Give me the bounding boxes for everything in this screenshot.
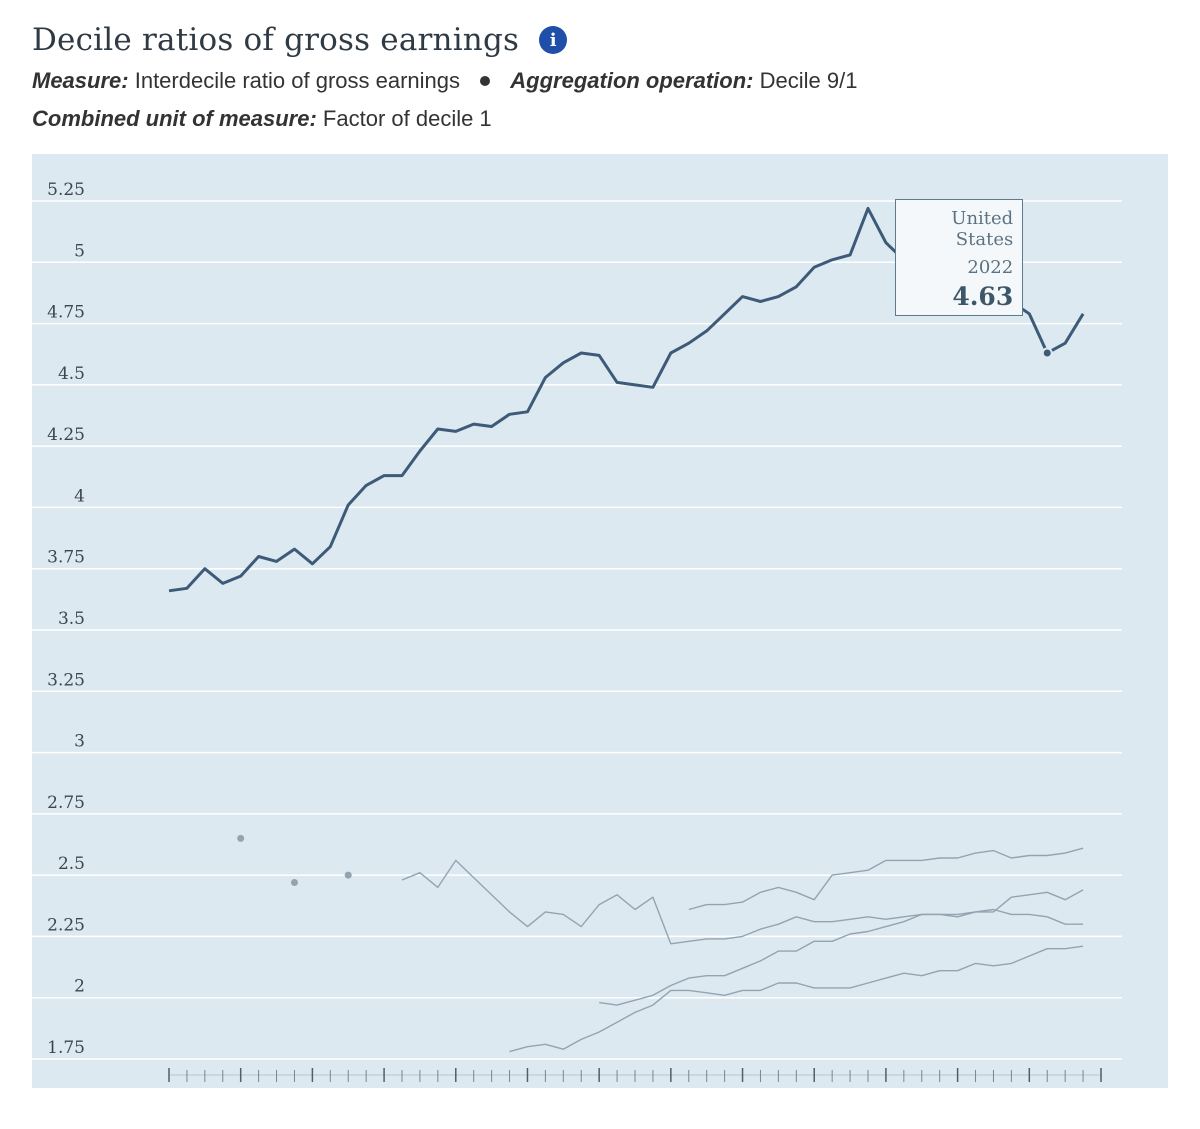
y-tick-label-9: 4 <box>74 486 85 506</box>
y-tick-label-1: 2 <box>74 977 85 997</box>
series-5-line-0 <box>599 908 1084 1006</box>
series-1-line-1 <box>401 859 1084 945</box>
aggregation-value: Decile 9/1 <box>759 68 858 93</box>
unit-label: Combined unit of measure: <box>32 106 317 131</box>
y-tick-label-5: 3 <box>74 732 85 752</box>
series-6-line-0 <box>509 945 1084 1053</box>
tooltip-value: 4.63 <box>952 281 1014 311</box>
y-tick-label-11: 4.5 <box>58 364 85 384</box>
y-tick-label-2: 2.25 <box>47 915 85 935</box>
line-chart[interactable]: 1.75 2 2.25 2.5 2.75 3 3.25 3.5 3.75 4 4.25 4.5 4.75… <box>32 154 1168 1088</box>
highlight-point <box>1041 347 1053 359</box>
y-tick-label-12: 4.75 <box>47 303 85 323</box>
chart-area[interactable]: 1.75 2 2.25 2.5 2.75 3 3.25 3.5 3.75 4 4.25 4.5 4.75… <box>32 154 1168 1088</box>
series-1-point-0 <box>237 834 245 842</box>
y-tick-label-7: 3.5 <box>58 609 85 629</box>
y-tick-label-8: 3.75 <box>47 548 85 568</box>
y-tick-label-3: 2.5 <box>58 854 85 874</box>
measure-label: Measure: <box>32 68 129 93</box>
y-tick-label-14: 5.25 <box>47 180 85 200</box>
y-tick-label-4: 2.75 <box>47 793 85 813</box>
y-tick-label-13: 5 <box>74 241 85 261</box>
chart-title: Decile ratios of gross earnings <box>32 22 520 58</box>
y-tick-label-10: 4.25 <box>47 425 85 445</box>
meta-line-1: Measure: Interdecile ratio of gross earn… <box>32 68 857 94</box>
y-tick-label-0: 1.75 <box>47 1038 85 1058</box>
info-icon[interactable]: i <box>539 26 568 54</box>
series-3-point-0 <box>344 871 352 879</box>
tooltip-year: 2022 <box>967 256 1014 278</box>
unit-value: Factor of decile 1 <box>322 106 492 131</box>
separator-dot-icon <box>480 76 491 87</box>
aggregation-label: Aggregation operation: <box>510 68 754 93</box>
meta-line-2: Combined unit of measure: Factor of deci… <box>32 106 492 132</box>
measure-value: Interdecile ratio of gross earnings <box>134 68 461 93</box>
series-2-point-0 <box>290 878 298 886</box>
tooltip-country: United States <box>951 207 1014 250</box>
tooltip: United States 2022 4.63 <box>895 198 1024 316</box>
title-row: Decile ratios of gross earnings i <box>32 22 568 58</box>
y-tick-label-6: 3.25 <box>47 670 85 690</box>
series-4-line-0 <box>688 847 1084 911</box>
